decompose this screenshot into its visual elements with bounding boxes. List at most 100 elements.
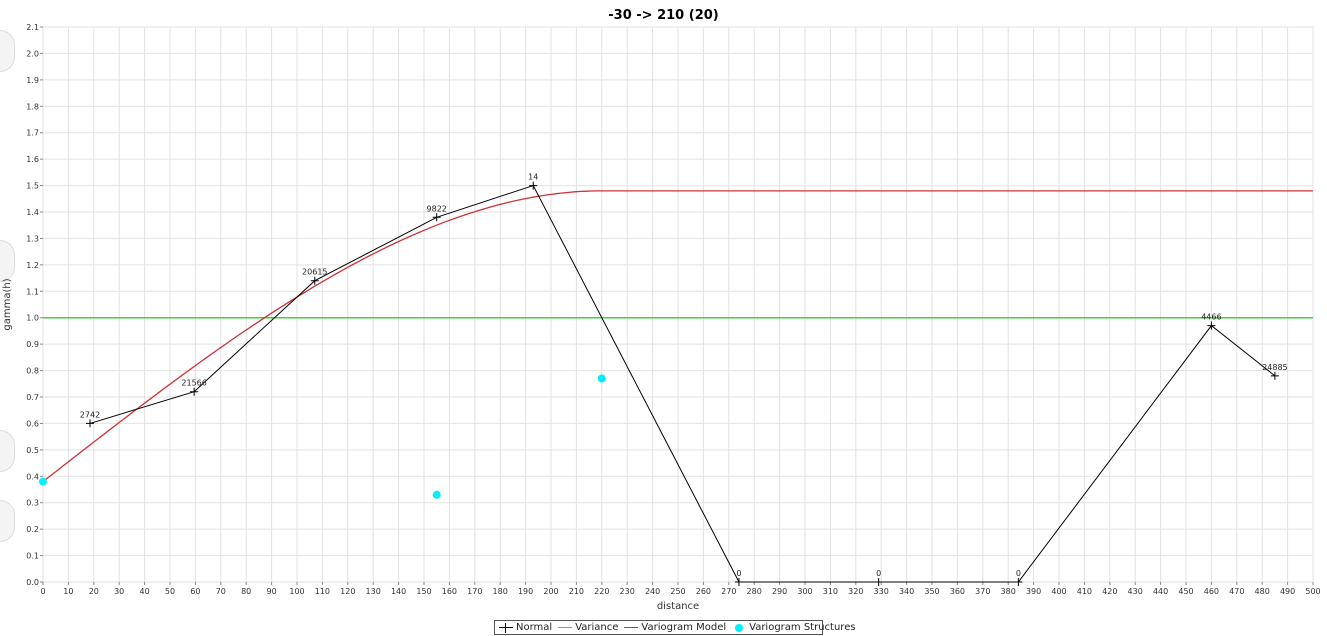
x-tick-label: 130	[366, 587, 381, 596]
x-tick-label: 320	[848, 587, 863, 596]
x-tick-label: 250	[670, 587, 685, 596]
x-tick-label: 110	[315, 587, 330, 596]
y-tick-label: 0.3	[26, 499, 39, 508]
x-tick-label: 470	[1229, 587, 1244, 596]
x-tick-label: 460	[1204, 587, 1219, 596]
x-tick-label: 420	[1102, 587, 1117, 596]
normal-point-marker	[1270, 371, 1279, 380]
x-tick-label: 500	[1305, 587, 1320, 596]
y-tick-label: 1.3	[26, 234, 39, 243]
x-tick-label: 20	[89, 587, 99, 596]
x-tick-label: 180	[493, 587, 508, 596]
y-tick-label: 2.0	[26, 49, 39, 58]
normal-point-marker	[1014, 578, 1023, 586]
normal-point-label: 2742	[80, 410, 100, 419]
x-tick-label: 360	[950, 587, 965, 596]
y-tick-label: 0.9	[26, 340, 39, 349]
x-tick-label: 300	[797, 587, 812, 596]
normal-point-label: 21566	[181, 379, 206, 388]
y-tick-label: 0.1	[26, 552, 39, 561]
normal-point-marker	[529, 181, 538, 190]
y-tick-label: 1.2	[26, 261, 39, 270]
normal-series-line	[89, 184, 1276, 583]
y-tick-label: 0.8	[26, 367, 39, 376]
y-tick-label: 0.0	[26, 578, 39, 587]
normal-point-marker	[734, 578, 743, 586]
x-tick-label: 70	[216, 587, 226, 596]
legend-item-variogram-model: Variogram Model	[624, 622, 726, 633]
variogram-structure-point	[597, 374, 606, 383]
normal-point-label: 14	[528, 173, 538, 182]
normal-point-marker	[85, 419, 94, 428]
x-tick-label: 40	[140, 587, 150, 596]
x-tick-label: 390	[1026, 587, 1041, 596]
x-tick-label: 80	[241, 587, 251, 596]
y-tick-label: 0.2	[26, 525, 39, 534]
line-icon	[624, 623, 639, 633]
y-tick-label: 1.9	[26, 76, 39, 85]
x-tick-label: 200	[543, 587, 558, 596]
x-tick-label: 270	[721, 587, 736, 596]
x-tick-label: 430	[1128, 587, 1143, 596]
y-tick-label: 0.5	[26, 446, 39, 455]
y-tick-label: 0.4	[26, 472, 39, 481]
normal-point-marker	[874, 578, 883, 586]
legend-label: Variogram Structures	[749, 622, 856, 633]
x-tick-label: 480	[1255, 587, 1270, 596]
x-tick-label: 50	[165, 587, 175, 596]
legend: Normal Variance Variogram Model Variogra…	[494, 620, 856, 635]
y-tick-label: 1.4	[26, 208, 39, 217]
y-axis-label: gamma(h)	[2, 278, 13, 330]
x-tick-label: 150	[416, 587, 431, 596]
x-tick-label: 60	[190, 587, 200, 596]
variogram-structure-point	[39, 477, 47, 486]
x-tick-label: 450	[1178, 587, 1193, 596]
x-tick-label: 380	[1001, 587, 1016, 596]
x-tick-label: 280	[747, 587, 762, 596]
legend-label: Variance	[575, 622, 619, 633]
x-tick-label: 190	[518, 587, 533, 596]
x-tick-label: 210	[569, 587, 584, 596]
normal-point-label: 0	[1016, 569, 1021, 578]
legend-label: Variogram Model	[641, 622, 727, 633]
x-tick-label: 170	[467, 587, 482, 596]
variogram-model-curve	[42, 190, 1313, 483]
y-tick-label: 0.6	[26, 419, 39, 428]
normal-point-label: 9822	[427, 204, 447, 213]
x-tick-label: 490	[1280, 587, 1295, 596]
normal-point-label: 0	[876, 569, 881, 578]
normal-point-label: 20615	[302, 268, 327, 277]
cross-line-icon	[499, 622, 513, 633]
x-tick-label: 230	[620, 587, 635, 596]
x-tick-label: 410	[1077, 587, 1092, 596]
normal-point-marker	[190, 387, 199, 396]
y-tick-label: 1.7	[26, 129, 39, 138]
y-tick-label: 1.1	[26, 287, 39, 296]
variogram-structure-point	[432, 490, 441, 499]
x-tick-label: 120	[340, 587, 355, 596]
line-icon	[558, 623, 573, 633]
grid	[42, 26, 1314, 583]
series: 2742 21566 20615 9822 14 0 0 0 4466 24885	[39, 173, 1313, 586]
x-tick-label: 370	[975, 587, 990, 596]
x-tick-label: 240	[645, 587, 660, 596]
y-tick-label: 0.7	[26, 393, 39, 402]
normal-point-marker	[432, 213, 441, 222]
normal-point-label: 24885	[1262, 363, 1287, 372]
x-tick-label: 260	[696, 587, 711, 596]
legend-item-normal: Normal	[499, 622, 552, 633]
x-tick-label: 440	[1153, 587, 1168, 596]
x-tick-label: 140	[391, 587, 406, 596]
x-tick-label: 10	[63, 587, 73, 596]
normal-point-label: 0	[736, 569, 741, 578]
x-tick-label: 160	[442, 587, 457, 596]
x-axis-label: distance	[657, 601, 699, 612]
x-tick-label: 290	[772, 587, 787, 596]
legend-item-variogram-structures: Variogram Structures	[732, 622, 856, 633]
x-tick-label: 100	[289, 587, 304, 596]
normal-point-marker	[1207, 321, 1216, 330]
x-tick-label: 30	[114, 587, 124, 596]
legend-label: Normal	[516, 622, 553, 633]
